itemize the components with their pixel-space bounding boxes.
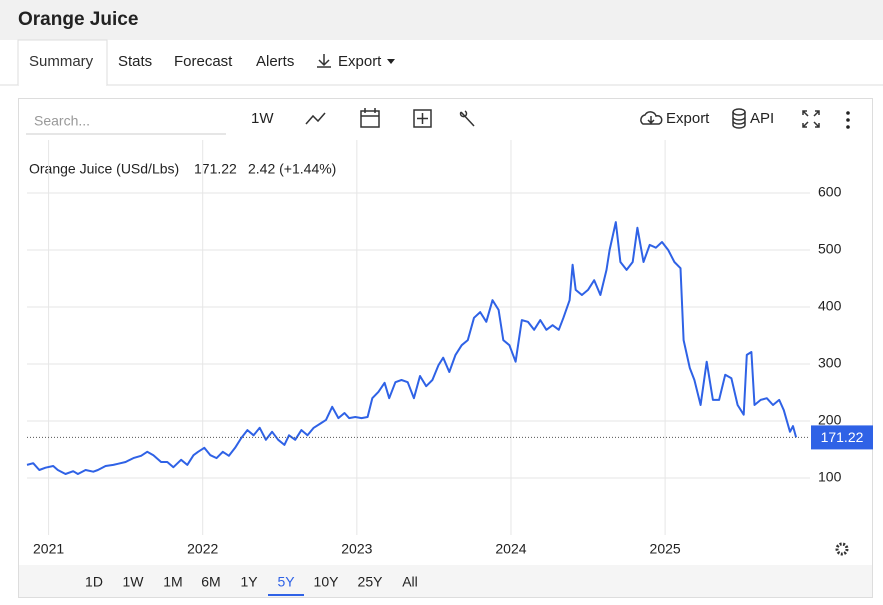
last-price-tag [811,425,873,450]
x-tick-label: 2023 [341,541,372,557]
calendar-lines [361,108,379,117]
range-button[interactable]: 5Y [277,574,295,590]
calendar-icon[interactable] [360,108,380,128]
header-bar [0,0,883,40]
y-tick-label: 300 [818,355,842,371]
range-button[interactable]: 1W [123,574,145,590]
tab[interactable]: Export [338,53,382,70]
fullscreen-icon[interactable] [802,110,820,128]
x-tick-label: 2022 [187,541,218,557]
calendar-box [360,110,380,128]
x-tick-label: 2024 [495,541,526,557]
tab[interactable]: Forecast [174,53,233,70]
add-box [413,109,432,128]
caret [387,59,395,64]
more-icon[interactable] [846,111,850,129]
range-button[interactable]: 25Y [358,574,384,590]
dot [846,111,850,115]
legend-name: Orange Juice (USd/Lbs) [29,161,179,177]
active-tab [17,39,108,85]
range-button[interactable]: 10Y [314,574,340,590]
y-tick-label: 500 [818,241,842,257]
last-price-label: 171.22 [821,429,864,445]
api-button[interactable]: API [750,110,774,127]
tab[interactable]: Summary [29,53,94,70]
chart-card [18,98,873,598]
x-tick-label: 2025 [650,541,681,557]
download-icon [317,54,331,68]
settings-icon[interactable] [835,542,849,556]
db-body [732,112,746,129]
range-button[interactable]: 1Y [240,574,258,590]
range-bar [19,565,872,597]
range-button[interactable]: 1D [85,574,103,590]
active-tab-cover [19,80,106,86]
chart-type-icon[interactable] [305,112,326,125]
legend-change: 2.42 (+1.44%) [248,161,336,177]
y-tick-label: 400 [818,298,842,314]
page-title: Orange Juice [18,9,138,30]
y-tick-label: 100 [818,469,842,485]
plot: 100 200 300 400 500 600 2021 2022 2023 2024 2025 17… [26,140,873,557]
add-plus [417,113,428,124]
y-tick-label: 200 [818,412,842,428]
dot [846,125,850,129]
interval-button[interactable]: 1W [251,110,274,127]
tab[interactable]: Stats [118,53,152,70]
add-icon[interactable] [413,109,432,128]
x-tick-label: 2021 [33,541,64,557]
cloud-icon [640,111,663,125]
search-box[interactable]: Search... [34,113,90,129]
price-line [26,221,798,475]
database-icon [732,108,746,129]
range-button[interactable]: 6M [201,574,220,590]
dot [846,118,850,122]
export-button[interactable]: Export [666,110,710,127]
wrench-icon[interactable] [459,110,475,127]
range-button[interactable]: 1M [163,574,182,590]
range-button[interactable]: All [402,574,418,590]
y-tick-label: 600 [818,184,842,200]
tab[interactable]: Alerts [256,53,294,70]
legend-price: 171.22 [194,161,237,177]
